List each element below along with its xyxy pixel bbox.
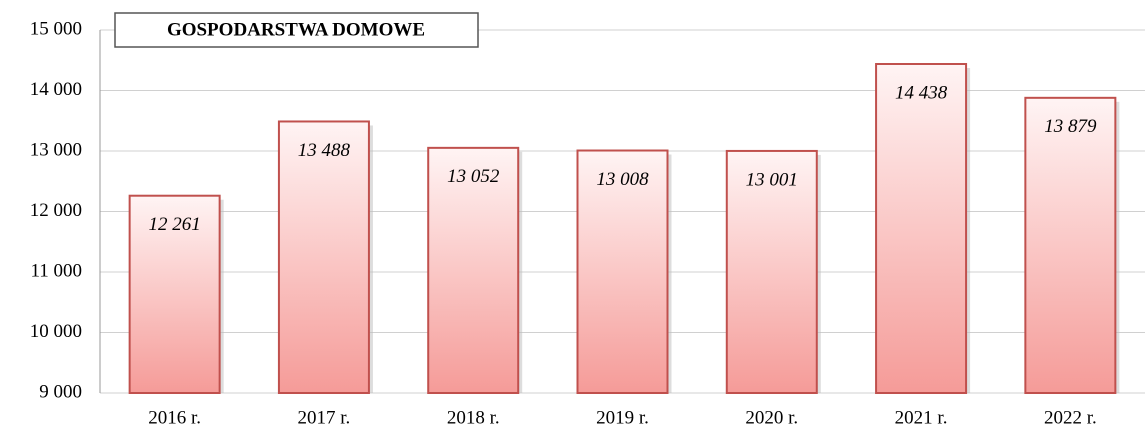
bar — [875, 63, 968, 394]
bar — [725, 149, 818, 394]
y-tick-label: 14 000 — [30, 79, 82, 100]
x-tick-label: 2018 r. — [447, 407, 500, 428]
x-tick-label: 2020 r. — [745, 407, 798, 428]
value-label: 13 052 — [447, 166, 500, 187]
y-tick-label: 15 000 — [30, 18, 82, 39]
bar — [1024, 96, 1117, 395]
value-label: 13 879 — [1044, 116, 1097, 137]
title-box — [114, 12, 479, 48]
x-tick-label: 2016 r. — [148, 407, 201, 428]
x-tick-label: 2021 r. — [895, 407, 948, 428]
bar — [576, 149, 669, 394]
x-tick-label: 2017 r. — [298, 407, 351, 428]
value-label: 13 488 — [298, 140, 351, 161]
value-label: 13 001 — [746, 169, 798, 190]
bar — [277, 120, 370, 394]
value-label: 13 008 — [596, 169, 649, 190]
y-tick-label: 11 000 — [30, 260, 82, 281]
y-tick-label: 10 000 — [30, 321, 82, 342]
bar — [128, 194, 221, 394]
value-label: 12 261 — [149, 214, 201, 235]
value-label: 14 438 — [895, 82, 948, 103]
x-tick-label: 2019 r. — [596, 407, 649, 428]
bar — [427, 146, 520, 394]
y-tick-label: 13 000 — [30, 139, 82, 160]
y-tick-label: 12 000 — [30, 200, 82, 221]
y-tick-label: 9 000 — [39, 381, 82, 402]
chart-title: GOSPODARSTWA DOMOWE — [167, 19, 425, 40]
x-tick-label: 2022 r. — [1044, 407, 1097, 428]
